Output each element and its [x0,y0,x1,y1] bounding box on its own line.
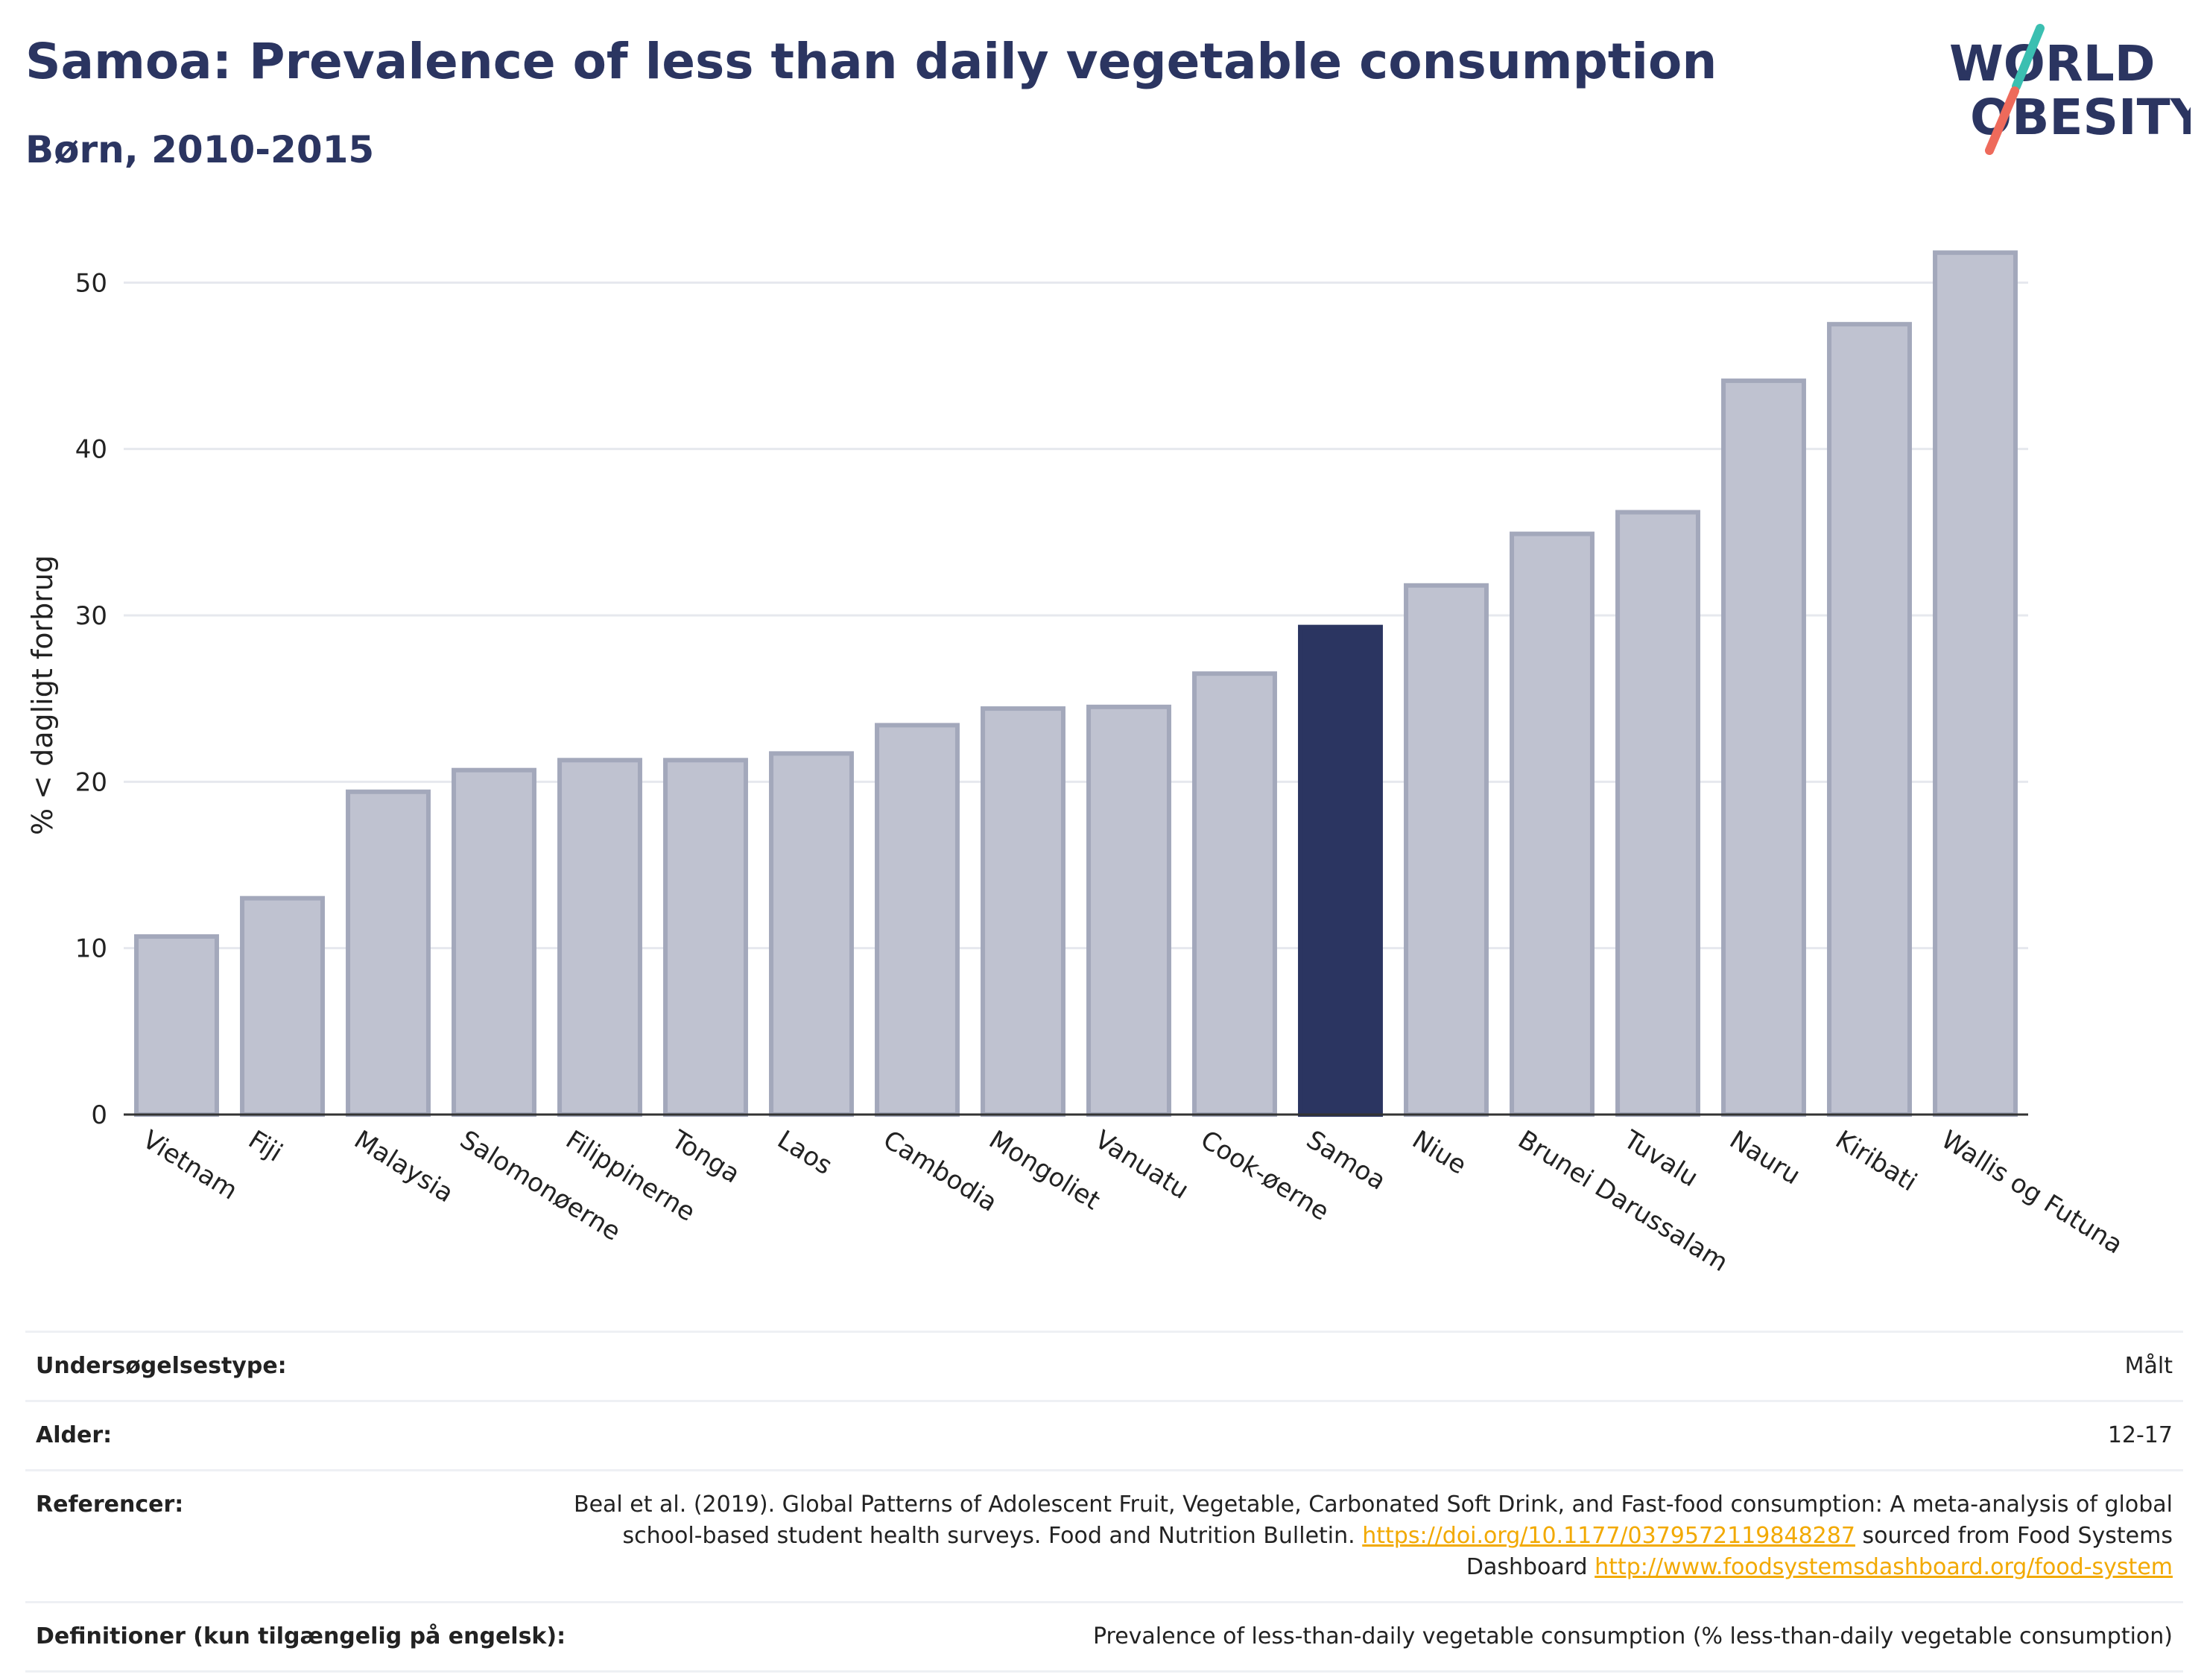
bar-niue[interactable] [1406,586,1486,1115]
survey-type-value: Målt [2125,1351,2173,1382]
y-tick-label: 0 [91,1100,107,1130]
bar-tonga[interactable] [665,760,746,1115]
page-subtitle: Børn, 2010-2015 [25,128,374,171]
footer-row-age: Alder: 12-17 [25,1400,2183,1469]
x-tick-label: Malaysia [349,1125,458,1209]
bar-fiji[interactable] [242,898,323,1115]
bar-tuvalu[interactable] [1618,513,1698,1115]
page-title: Samoa: Prevalence of less than daily veg… [25,33,1717,90]
y-tick-label: 20 [75,767,107,797]
bar-cook-øerne[interactable] [1194,673,1275,1115]
bar-kiribati[interactable] [1829,324,1910,1115]
bar-vietnam[interactable] [136,936,217,1115]
y-axis-label: % < dagligt forbrug [26,555,59,835]
age-value: 12-17 [2108,1420,2173,1451]
x-tick-label: Wallis og Futuna [1936,1125,2128,1261]
x-tick-label: Mongoliet [984,1125,1105,1217]
doi-link[interactable]: https://doi.org/10.1177/0379572119848287 [1362,1523,1855,1549]
definitions-value: Prevalence of less-than-daily vegetable … [1093,1621,2173,1652]
x-tick-label: Niue [1407,1125,1472,1181]
references-value: Beal et al. (2019). Global Patterns of A… [571,1489,2173,1583]
references-label: Referencer: [36,1489,183,1521]
x-tick-label: Cambodia [878,1125,1002,1218]
bar-brunei-darussalam[interactable] [1512,534,1592,1115]
x-tick-label: Vietnam [137,1125,242,1206]
x-tick-label: Samoa [1301,1125,1391,1196]
bar-malaysia[interactable] [348,792,428,1115]
age-label: Alder: [36,1420,112,1451]
logo-line-1: WORLD [1949,35,2156,92]
footer-row-survey: Undersøgelsestype: Målt [25,1331,2183,1400]
x-tick-label: Fiji [243,1125,288,1168]
chart-footer: Undersøgelsestype: Målt Alder: 12-17 Ref… [25,1331,2183,1673]
y-tick-label: 10 [75,934,107,964]
bar-laos[interactable] [771,753,852,1115]
y-tick-label: 40 [75,435,107,465]
world-obesity-logo: WORLD OBESITY [1937,22,2191,164]
y-tick-label: 30 [75,601,107,631]
x-tick-label: Tonga [665,1124,745,1189]
x-tick-label: Vanuatu [1089,1125,1194,1205]
bar-samoa[interactable] [1300,627,1381,1115]
footer-row-definitions: Definitioner (kun tilgængelig på engelsk… [25,1601,2183,1673]
survey-type-label: Undersøgelsestype: [36,1351,287,1382]
bar-wallis-og-futuna[interactable] [1935,253,2015,1115]
food-systems-dashboard-link[interactable]: http://www.foodsystemsdashboard.org/food… [1595,1554,2173,1580]
footer-row-references: Referencer: Beal et al. (2019). Global P… [25,1469,2183,1601]
x-tick-label: Nauru [1724,1125,1805,1191]
bar-filippinerne[interactable] [560,760,640,1115]
definitions-label: Definitioner (kun tilgængelig på engelsk… [36,1621,566,1652]
bar-salomonøerne[interactable] [454,770,534,1115]
bar-nauru[interactable] [1723,381,1804,1115]
bar-cambodia[interactable] [877,725,957,1115]
x-tick-label: Kiribati [1830,1125,1922,1198]
bar-vanuatu[interactable] [1089,707,1169,1115]
x-tick-label: Laos [772,1125,837,1181]
x-tick-label: Tuvalu [1618,1124,1703,1193]
bar-mongoliet[interactable] [983,709,1063,1115]
y-tick-label: 50 [75,268,107,298]
